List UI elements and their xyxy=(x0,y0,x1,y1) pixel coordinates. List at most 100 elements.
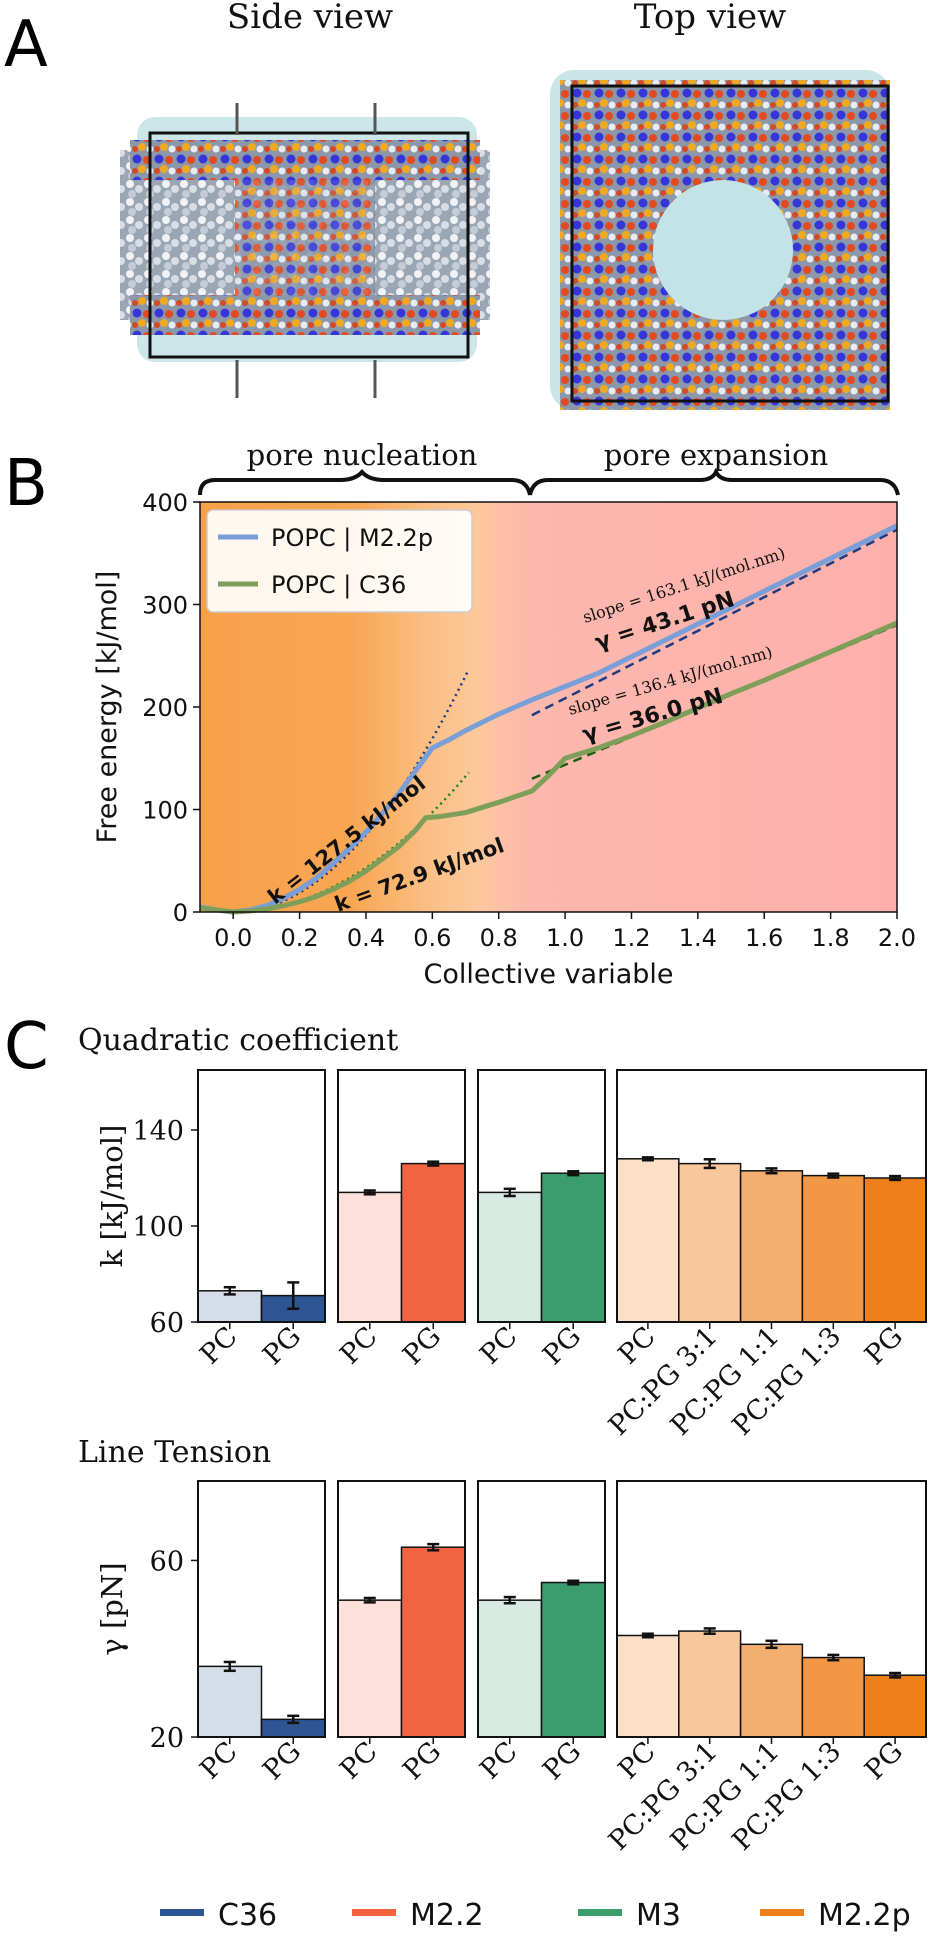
legend-label-M2.2p: M2.2p xyxy=(818,1898,911,1933)
x-tick-label: PG xyxy=(859,1321,909,1371)
x-tick-label: PC xyxy=(612,1736,661,1785)
y-axis-label: k [kJ/mol] xyxy=(95,1125,129,1268)
brace-right xyxy=(528,467,900,496)
x-tick-label: PG xyxy=(257,1321,307,1371)
y-tick-label: 100 xyxy=(132,1212,184,1243)
force-field-legend: C36 M2.2 M3 M2.2p xyxy=(160,1898,911,1933)
x-tick-label: 0.6 xyxy=(413,924,451,952)
bar-C36-0 xyxy=(197,1665,263,1738)
y-tick-label: 60 xyxy=(150,1546,184,1577)
x-tick-label: PG xyxy=(397,1321,447,1371)
chart-legend: POPC | M2.2p POPC | C36 xyxy=(206,509,473,613)
bar-M2.2-1 xyxy=(400,1162,466,1323)
x-tick-label: PG xyxy=(537,1321,587,1371)
x-tick-label: PG xyxy=(397,1736,447,1786)
panel-b-letter: B xyxy=(4,447,48,521)
x-axis-label: Collective variable xyxy=(423,959,673,990)
bar-M2.2p-3 xyxy=(801,1656,865,1738)
y-axis-label: γ [pN] xyxy=(95,1562,129,1655)
legend-swatch-M2.2p xyxy=(760,1909,804,1916)
y-tick-label: 400 xyxy=(142,489,188,517)
group-frame xyxy=(337,1480,466,1738)
legend-label-M2.2: M2.2 xyxy=(410,1898,484,1933)
bar-M2.2p-2 xyxy=(739,1643,804,1738)
bar-M2.2p-4 xyxy=(863,1177,927,1323)
group-frame xyxy=(477,1069,606,1323)
y-tick-label: 140 xyxy=(132,1116,184,1147)
legend-swatch-C36 xyxy=(160,1909,204,1916)
x-tick-label: PC xyxy=(194,1321,243,1370)
panel-c: C Quadratic coefficient k [kJ/mol] 60 100 14… xyxy=(4,1010,927,1857)
group-frame xyxy=(616,1069,927,1323)
x-tick-label: 1.6 xyxy=(745,924,783,952)
series-line-0 xyxy=(199,523,899,915)
panel-c-letter: C xyxy=(4,1010,49,1084)
brace-left xyxy=(198,468,532,496)
bar-M3-0 xyxy=(477,1191,543,1323)
panel-a: A Side view Top view xyxy=(4,0,890,410)
legend-swatch-M2.2 xyxy=(352,1909,396,1916)
x-tick-label: PG xyxy=(859,1736,909,1786)
y-tick-label: 20 xyxy=(150,1723,184,1754)
series-line-1 xyxy=(199,620,898,915)
legend-label-C36: C36 xyxy=(218,1898,277,1933)
x-tick-label: 1.2 xyxy=(612,924,650,952)
bar-M2.2p-3 xyxy=(801,1174,865,1323)
top-view-image xyxy=(550,70,890,410)
fit-linear-m22p xyxy=(531,528,898,717)
x-tick-label: PC xyxy=(334,1321,383,1370)
x-tick-label: 1.8 xyxy=(812,924,850,952)
fit-quadratic-m22p xyxy=(233,668,470,914)
x-tick-label: PC xyxy=(474,1321,523,1370)
x-tick-label: 2.0 xyxy=(878,924,916,952)
bar-M2.2p-4 xyxy=(863,1674,927,1738)
y-tick-label: 200 xyxy=(142,694,188,722)
legend-box xyxy=(206,509,473,613)
bar-M3-1 xyxy=(540,1172,606,1323)
chart-title: Quadratic coefficient xyxy=(78,1023,398,1058)
y-tick-label: 60 xyxy=(150,1308,184,1339)
x-tick-label: 0.4 xyxy=(347,924,385,952)
x-tick-label: PC xyxy=(194,1736,243,1785)
bar-M3-0 xyxy=(477,1599,543,1738)
x-tick-label: 0.8 xyxy=(480,924,518,952)
bar-M2.2p-0 xyxy=(616,1158,680,1323)
y-axis-label: Free energy [kJ/mol] xyxy=(92,571,123,844)
group-frame xyxy=(197,1069,326,1323)
y-tick-label: 0 xyxy=(173,899,188,927)
side-view-image xyxy=(120,103,490,398)
x-tick-label: 0.0 xyxy=(214,924,252,952)
legend-label-0: POPC | M2.2p xyxy=(271,524,433,552)
x-tick-label: 1.0 xyxy=(546,924,584,952)
y-tick-label: 100 xyxy=(142,797,188,825)
bar-M2.2p-1 xyxy=(678,1630,742,1738)
bar-M2.2-0 xyxy=(337,1599,403,1738)
bar-M2.2-1 xyxy=(400,1546,466,1738)
group-frame xyxy=(337,1069,466,1323)
side-view-title: Side view xyxy=(227,0,393,37)
panel-b: B pore nucleation pore expansion 0.0 0.2 0… xyxy=(4,438,916,990)
bar-M2.2p-0 xyxy=(616,1634,680,1738)
legend-label-M3: M3 xyxy=(636,1898,681,1933)
bar-M2.2p-1 xyxy=(678,1162,742,1323)
panel-a-letter: A xyxy=(4,8,48,82)
x-tick-label: PG xyxy=(257,1736,307,1786)
quadratic-coefficient-chart: Quadratic coefficient k [kJ/mol] 60 100 140 P… xyxy=(78,1023,927,1442)
group-frame xyxy=(477,1480,606,1738)
x-tick-label: PC xyxy=(334,1736,383,1785)
brace-right-label: pore expansion xyxy=(604,438,829,472)
bar-M2.2p-2 xyxy=(739,1170,804,1323)
y-tick-label: 300 xyxy=(142,592,188,620)
x-tick-label: 0.2 xyxy=(280,924,318,952)
top-view-title: Top view xyxy=(634,0,786,37)
group-frame xyxy=(616,1480,927,1738)
legend-swatch-M3 xyxy=(578,1909,622,1916)
x-tick-label: PC xyxy=(474,1736,523,1785)
free-energy-chart: 0.0 0.2 0.4 0.6 0.8 1.0 1.2 1.4 1.6 1.8 2.0 0 100 200… xyxy=(92,489,916,990)
brace-left-label: pore nucleation xyxy=(247,438,478,472)
chart-title: Line Tension xyxy=(78,1435,271,1470)
bar-M3-1 xyxy=(540,1581,606,1738)
x-tick-label: PG xyxy=(537,1736,587,1786)
